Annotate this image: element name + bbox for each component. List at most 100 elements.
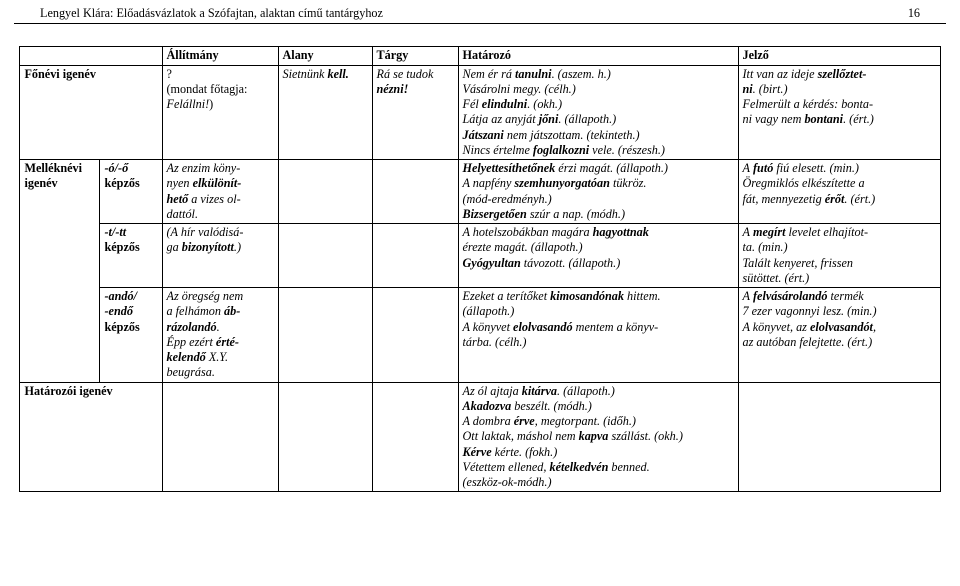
th-alany: Alany xyxy=(278,47,372,65)
cell-mellek-ando-hat: Ezeket a terítőket kimosandónak hittem. … xyxy=(458,288,738,383)
cell-melleknevi-label: Melléknévi igenév xyxy=(20,160,100,383)
th-hatarozo: Határozó xyxy=(458,47,738,65)
fon-hat6c: vele. (részesh.) xyxy=(589,143,665,157)
mo-sub2: képzős xyxy=(104,176,139,190)
mo-sub1: -ó/-ő xyxy=(104,161,128,175)
hz-h2a: Akadozva xyxy=(463,399,512,413)
fon-hat1c: . (aszem. h.) xyxy=(552,67,611,81)
mt-h3b: távozott. (állapoth.) xyxy=(521,256,621,270)
ma-h3a: A könyvet xyxy=(463,320,510,334)
mo-h4b: szúr a nap. (módh.) xyxy=(527,207,625,221)
hz-h1a: Az ól ajtaja xyxy=(463,384,519,398)
ma-j2: 7 ezer vagonnyi lesz. (min.) xyxy=(743,304,877,318)
ma-all1: Az öregség nem xyxy=(167,289,244,303)
mt-all2b: bizonyított xyxy=(182,240,234,254)
cell-mellek-t-jelzo: A megírt levelet elhajítot- ta. (min.) T… xyxy=(738,224,940,288)
fonevi-alany-pre: Sietnünk xyxy=(283,67,325,81)
cell-hatarozoi-targy xyxy=(372,382,458,492)
cell-mellek-ando-alany xyxy=(278,288,372,383)
hz-h1b: kitárva xyxy=(522,384,557,398)
hz-h6a: Vétettem ellened, xyxy=(463,460,547,474)
mo-j1b: futó xyxy=(753,161,773,175)
fonevi-targy-b: nézni! xyxy=(377,82,409,96)
mt-h2: érezte magát. (állapoth.) xyxy=(463,240,583,254)
fon-hat2b: . (célh.) xyxy=(538,82,576,96)
mo-all1: Az enzim köny- xyxy=(167,161,241,175)
fon-j2a: ni xyxy=(743,82,753,96)
ma-all4b: érté- xyxy=(216,335,239,349)
fon-hat6b: foglalkozni xyxy=(533,143,589,157)
mo-j3b: érőt xyxy=(825,192,845,206)
cell-fonevi-allitmany: ? (mondat főtagja: Felállni!) xyxy=(162,65,278,160)
fon-hat2a: Vásárolni megy xyxy=(463,82,539,96)
fon-hat6a: Nincs értelme xyxy=(463,143,530,157)
mt-all1: (A hír valódisá- xyxy=(167,225,244,239)
mo-h1b: érzi magát. (állapoth.) xyxy=(555,161,668,175)
hz-h4a: Ott laktak, máshol nem xyxy=(463,429,576,443)
cell-hatarozoi-alany xyxy=(278,382,372,492)
cell-mellek-t-all: (A hír valódisá- ga bizonyított.) xyxy=(162,224,278,288)
mt-h1a: A hotelszobákban magára xyxy=(463,225,590,239)
mt-j1a: A xyxy=(743,225,750,239)
hz-h3a: A dombra xyxy=(463,414,511,428)
ma-h1c: hittem. xyxy=(624,289,661,303)
ma-sub1: -andó/ xyxy=(104,289,137,303)
fon-j3: Felmerült a kérdés: bonta- xyxy=(743,97,874,111)
ma-j1c: termék xyxy=(827,289,863,303)
cell-fonevi-jelzo: Itt van az ideje szellőztet- ni. (birt.)… xyxy=(738,65,940,160)
fon-hat4c: . (állapoth.) xyxy=(558,112,616,126)
ma-all4a: Épp ezért xyxy=(167,335,213,349)
header-spacer xyxy=(14,24,946,46)
cell-fonevi-hatarozo: Nem ér rá tanulni. (aszem. h.) Vásárolni… xyxy=(458,65,738,160)
mo-all3b: a vizes ol- xyxy=(188,192,240,206)
hatarozoi-label: Határozói igenév xyxy=(24,384,112,398)
fonevi-targy-pre: Rá se tudok xyxy=(377,67,434,81)
cell-hatarozoi-hat: Az ól ajtaja kitárva. (állapoth.) Akadoz… xyxy=(458,382,738,492)
cell-mellek-ando-jelzo: A felvásárolandó termék 7 ezer vagonnyi … xyxy=(738,288,940,383)
header-page-number: 16 xyxy=(908,6,920,21)
cell-mellek-o-alany xyxy=(278,160,372,224)
row-fonevi-igenev: Főnévi igenév ? (mondat főtagja: Felálln… xyxy=(20,65,940,160)
page: Lengyel Klára: Előadásvázlatok a Szófajt… xyxy=(0,0,960,502)
th-allitmany: Állítmány xyxy=(162,47,278,65)
mt-j4: sütöttet. (ért.) xyxy=(743,271,810,285)
fon-hat1b: tanulni xyxy=(515,67,552,81)
th-jelzo: Jelző xyxy=(738,47,940,65)
mo-j3a: fát, mennyezetig xyxy=(743,192,822,206)
fonevi-all-note1: (mondat főtagja: xyxy=(167,82,248,96)
ma-h4: tárba. (célh.) xyxy=(463,335,527,349)
hz-h2b: beszélt. (módh.) xyxy=(511,399,592,413)
fonevi-label: Főnévi igenév xyxy=(24,67,95,81)
fon-hat5c: . (tekinteth.) xyxy=(580,128,639,142)
mellek-label1: igenév xyxy=(24,176,57,190)
hz-h3c: , megtorpant. (időh.) xyxy=(535,414,636,428)
running-header: Lengyel Klára: Előadásvázlatok a Szófajt… xyxy=(14,6,946,24)
fon-j4b: bontani xyxy=(804,112,843,126)
hz-h4b: kapva xyxy=(579,429,609,443)
ma-all2a: a felhámon xyxy=(167,304,222,318)
fon-hat4a: Látja az anyját xyxy=(463,112,536,126)
fon-hat4b: jőni xyxy=(539,112,559,126)
hz-h5a: Kérve xyxy=(463,445,492,459)
ma-h2: (állapoth.) xyxy=(463,304,515,318)
header-left: Lengyel Klára: Előadásvázlatok a Szófajt… xyxy=(40,6,383,21)
mo-h4a: Bizsergetően xyxy=(463,207,527,221)
cell-mellek-t-sub: -t/-tt képzős xyxy=(100,224,162,288)
fon-hat1a: Nem ér rá xyxy=(463,67,512,81)
mo-h2c: tükröz. xyxy=(610,176,647,190)
hz-h7: (eszköz-ok-módh.) xyxy=(463,475,552,489)
fon-hat3c: . (okh.) xyxy=(527,97,562,111)
fon-j4a: ni vagy nem xyxy=(743,112,802,126)
mo-h2b: szemhunyorgatóan xyxy=(514,176,610,190)
mt-sub2: képzős xyxy=(104,240,139,254)
hz-h6c: benned. xyxy=(608,460,649,474)
mo-all2a: nyen xyxy=(167,176,190,190)
mo-all3a: hető xyxy=(167,192,189,206)
cell-mellek-t-targy xyxy=(372,224,458,288)
cell-hatarozoi-jelzo xyxy=(738,382,940,492)
cell-fonevi-label: Főnévi igenév xyxy=(20,65,162,160)
mo-all4: dattól. xyxy=(167,207,199,221)
mt-j1c: levelet elhajítot- xyxy=(786,225,869,239)
row-melleknevi-t: -t/-tt képzős (A hír valódisá- ga bizony… xyxy=(20,224,940,288)
table-header-row: Állítmány Alany Tárgy Határozó Jelző xyxy=(20,47,940,65)
